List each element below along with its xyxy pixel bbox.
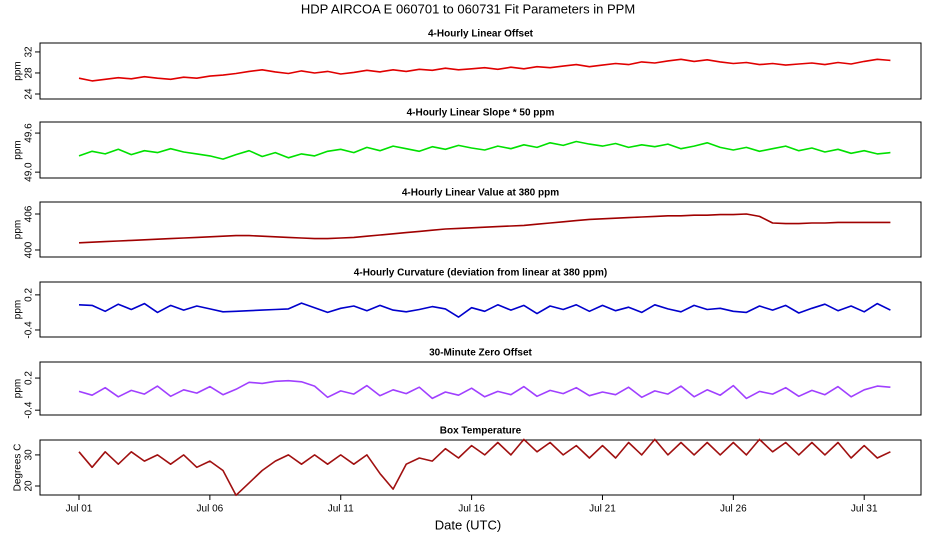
y-tick-label: 30 bbox=[24, 449, 35, 461]
plot-frame bbox=[39, 42, 922, 100]
y-axis-label: ppm bbox=[13, 61, 24, 80]
plot-frame bbox=[39, 201, 922, 258]
plot-frame bbox=[39, 361, 922, 416]
y-tick-label: 0.2 bbox=[24, 371, 35, 385]
x-tick-label: Jul 11 bbox=[328, 504, 354, 515]
y-axis-label: ppm bbox=[13, 220, 24, 239]
x-tick-label: Jul 16 bbox=[458, 504, 485, 515]
y-tick-label: 49.6 bbox=[24, 123, 35, 143]
data-line bbox=[78, 438, 891, 497]
y-axis-label: Degrees C bbox=[13, 444, 24, 492]
y-tick-label: 406 bbox=[24, 205, 35, 222]
y-tick-label: 32 bbox=[24, 46, 35, 58]
data-line bbox=[78, 379, 891, 400]
x-tick-label: Jul 31 bbox=[851, 504, 878, 515]
x-tick-label: Jul 06 bbox=[197, 504, 224, 515]
plot-frame bbox=[39, 121, 922, 179]
x-tick-label: Jul 01 bbox=[66, 504, 93, 515]
data-line bbox=[78, 213, 891, 244]
panel-title: Box Temperature bbox=[440, 426, 522, 437]
panel-title: 30-Minute Zero Offset bbox=[429, 348, 532, 359]
panel-title: 4-Hourly Linear Offset bbox=[428, 29, 534, 40]
plot-frame bbox=[39, 281, 922, 338]
panel-title: 4-Hourly Curvature (deviation from linea… bbox=[354, 268, 607, 279]
y-tick-label: 20 bbox=[24, 480, 35, 492]
y-tick-label: 28 bbox=[24, 67, 35, 79]
y-axis-label: ppm bbox=[13, 379, 24, 398]
y-tick-label: 24 bbox=[24, 88, 35, 100]
data-line bbox=[78, 58, 891, 82]
panel-title: 4-Hourly Linear Slope * 50 ppm bbox=[407, 108, 555, 119]
panel-title: 4-Hourly Linear Value at 380 ppm bbox=[402, 188, 559, 199]
x-axis-label: Date (UTC) bbox=[435, 517, 501, 532]
chart-title: HDP AIRCOA E 060701 to 060731 Fit Parame… bbox=[301, 1, 635, 16]
y-axis-label: ppm bbox=[13, 300, 24, 319]
data-line bbox=[78, 140, 891, 160]
y-axis-label: ppm bbox=[13, 140, 24, 159]
y-tick-label: -0.4 bbox=[24, 321, 35, 339]
x-tick-label: Jul 26 bbox=[720, 504, 747, 515]
y-tick-label: 400 bbox=[24, 241, 35, 258]
y-tick-label: 49.0 bbox=[24, 162, 35, 182]
data-line bbox=[78, 302, 891, 318]
x-tick-label: Jul 21 bbox=[589, 504, 616, 515]
y-tick-label: 0.2 bbox=[24, 287, 35, 301]
plot-frame bbox=[39, 439, 922, 496]
y-tick-label: -0.4 bbox=[24, 401, 35, 419]
